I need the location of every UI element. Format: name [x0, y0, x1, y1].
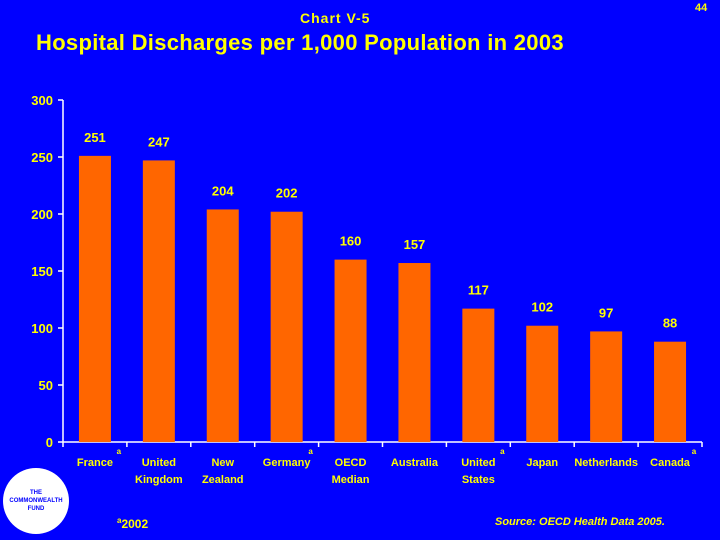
bar	[462, 308, 495, 442]
data-label: 88	[663, 316, 677, 331]
page-number: 44	[695, 2, 708, 14]
footnote-marker: a	[117, 447, 122, 456]
x-tick-label: Netherlands	[574, 457, 638, 469]
x-tick-label: France	[77, 457, 113, 469]
y-tick-label: 100	[31, 321, 53, 336]
logo-line: COMMONWEALTH	[9, 498, 63, 504]
logo-line: FUND	[27, 506, 45, 512]
bar	[590, 331, 623, 442]
data-label: 97	[599, 305, 613, 320]
footnote-text: 2002	[121, 517, 149, 531]
source-note: Source: OECD Health Data 2005.	[495, 516, 665, 528]
bar-chart: 050100150200250300251Francea247UnitedKin…	[31, 93, 703, 486]
bar	[398, 263, 431, 442]
data-label: 204	[212, 183, 234, 198]
y-tick-label: 250	[31, 150, 53, 165]
y-tick-label: 50	[39, 378, 53, 393]
x-tick-label: New	[211, 457, 234, 469]
bar	[526, 325, 559, 442]
x-tick-label: Germany	[263, 457, 312, 469]
x-tick-label: Median	[332, 474, 370, 486]
footnote-marker: a	[692, 447, 697, 456]
logo-line: THE	[30, 490, 42, 496]
x-tick-label: Canada	[650, 457, 691, 469]
data-label: 247	[148, 134, 170, 149]
footnote-marker: a	[500, 447, 505, 456]
bar	[142, 160, 175, 443]
bar	[654, 341, 687, 442]
x-tick-label: United	[142, 457, 176, 469]
x-tick-label: States	[462, 474, 495, 486]
bar	[206, 209, 239, 442]
y-tick-label: 200	[31, 207, 53, 222]
x-tick-label: Kingdom	[135, 474, 183, 486]
x-tick-label: OECD	[335, 457, 367, 469]
x-tick-label: Japan	[526, 457, 558, 469]
bar	[78, 155, 111, 443]
commonwealth-fund-logo: THE COMMONWEALTH FUND	[3, 468, 69, 534]
y-tick-label: 300	[31, 93, 53, 108]
footnote-marker: a	[308, 447, 313, 456]
x-tick-label: United	[461, 457, 495, 469]
footnote: a2002	[117, 516, 148, 531]
chart-label: Chart V-5	[300, 10, 371, 26]
data-label: 157	[404, 237, 426, 252]
data-label: 102	[531, 300, 553, 315]
data-label: 251	[84, 130, 106, 145]
bar	[334, 259, 367, 442]
y-tick-label: 0	[46, 435, 53, 450]
data-label: 117	[468, 283, 489, 298]
chart-title: Hospital Discharges per 1,000 Population…	[36, 30, 564, 55]
x-tick-label: Zealand	[202, 474, 244, 486]
bar	[270, 211, 303, 442]
x-tick-label: Australia	[391, 457, 439, 469]
y-tick-label: 150	[31, 264, 53, 279]
footnote-mark: a	[117, 516, 122, 525]
data-label: 160	[340, 234, 362, 249]
data-label: 202	[276, 186, 298, 201]
